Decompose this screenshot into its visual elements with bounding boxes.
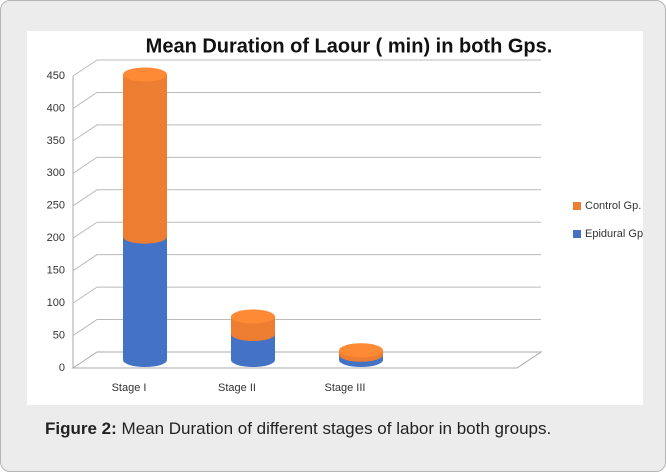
bar (231, 334, 275, 367)
grid-line (72, 254, 541, 272)
caption-text: Mean Duration of different stages of lab… (121, 419, 552, 438)
grid-line (72, 124, 541, 142)
caption: Figure 2: Mean Duration of different sta… (45, 417, 645, 441)
bar (123, 74, 167, 244)
grid-line (72, 91, 541, 109)
floor (71, 351, 543, 369)
x-tick-label: Stage II (218, 382, 256, 394)
bar (231, 316, 275, 342)
grid-line (72, 221, 541, 239)
bar-cap (123, 67, 167, 82)
legend-label: Control Gp. (585, 200, 641, 212)
chart: Mean Duration of Laour ( min) in both Gp… (27, 31, 643, 405)
legend-swatch (573, 230, 581, 238)
legend-swatch (573, 202, 581, 210)
y-tick-label: 100 (47, 297, 65, 309)
y-tick-label: 0 (59, 362, 65, 374)
y-tick-label: 450 (47, 70, 65, 82)
y-tick-label: 350 (47, 135, 65, 147)
bar (123, 236, 167, 367)
chart-area (27, 31, 643, 405)
bar-cap (339, 343, 383, 358)
legend-label: Epidural Gp. (585, 228, 643, 240)
x-tick-label: Stage III (325, 382, 366, 394)
y-tick-label: 250 (47, 200, 65, 212)
y-tick-label: 50 (53, 329, 65, 341)
grid-line (72, 286, 541, 304)
y-tick-label: 400 (47, 102, 65, 114)
bar-cap (231, 309, 275, 324)
y-tick-label: 150 (47, 265, 65, 277)
grid-line (72, 189, 541, 207)
chart-title: Mean Duration of Laour ( min) in both Gp… (146, 35, 553, 57)
x-tick-label: Stage I (112, 382, 147, 394)
grid-line (72, 59, 541, 77)
grid-line (72, 319, 541, 336)
y-tick-label: 200 (47, 232, 65, 244)
caption-label: Figure 2: (45, 419, 117, 438)
y-tick-label: 300 (47, 167, 65, 179)
grid-line (72, 156, 541, 174)
